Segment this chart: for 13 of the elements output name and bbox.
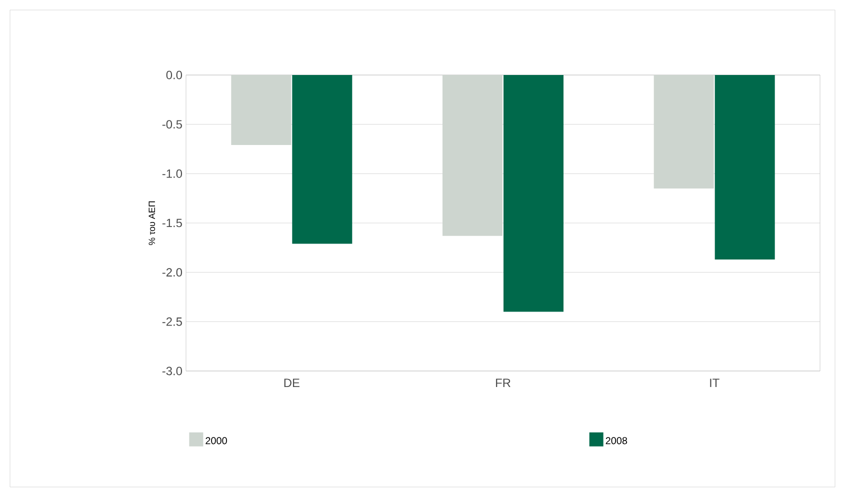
y-tick-label: -2.0: [162, 268, 182, 277]
y-tick-label: -1.0: [162, 169, 182, 178]
y-tick-label: -0.5: [162, 120, 182, 129]
y-tick-label: 0.0: [166, 70, 182, 80]
legend-label: 2008: [606, 437, 628, 444]
x-tick-label: FR: [496, 378, 510, 387]
x-tick-label: DE: [284, 378, 300, 387]
y-axis-title: % του ΑΕΠ: [148, 201, 156, 246]
legend-label: 2000: [206, 437, 227, 444]
y-tick-label: -2.5: [162, 317, 182, 326]
y-tick-label: -1.5: [162, 218, 182, 228]
y-tick-label: -3.0: [162, 366, 182, 376]
x-tick-label: IT: [710, 378, 720, 387]
